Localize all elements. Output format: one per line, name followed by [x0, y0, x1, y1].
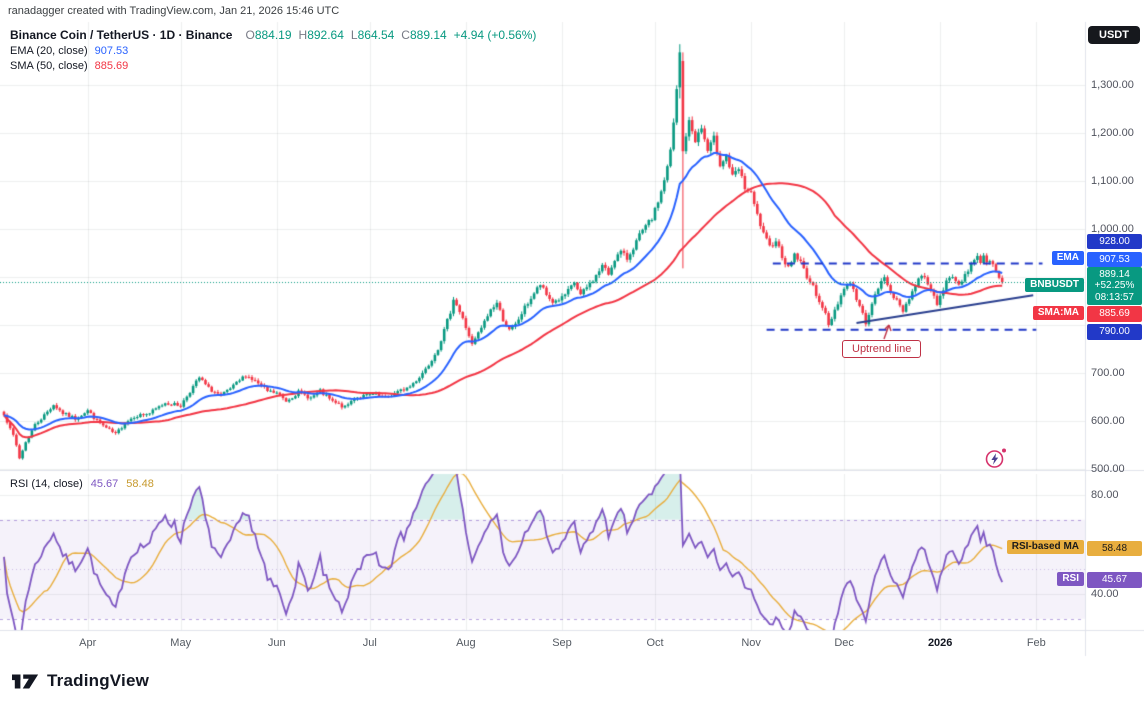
price-tick: 1,200.00 — [1091, 127, 1134, 139]
time-label-Oct: Oct — [646, 637, 664, 649]
rsi-ma-value: 58.48 — [126, 478, 154, 490]
ema-label: EMA (20, close) — [10, 45, 88, 57]
time-label-May: May — [170, 637, 192, 649]
time-label-Nov: Nov — [741, 637, 761, 649]
credit-line: ranadagger created with TradingView.com,… — [8, 5, 340, 17]
rsi-tick: 40.00 — [1091, 588, 1119, 600]
ema-badge-tag: EMA — [1051, 251, 1084, 266]
time-label-Apr: Apr — [79, 637, 97, 649]
close-value: 889.14 — [409, 28, 447, 42]
tradingview-logo-icon — [12, 674, 39, 688]
level-790-badge: 790.00 — [1087, 324, 1142, 340]
time-label-Sep: Sep — [552, 637, 572, 649]
time-label-Aug: Aug — [456, 637, 476, 649]
time-label-2026: 2026 — [927, 637, 953, 649]
flash-icon[interactable] — [984, 446, 1008, 475]
sma-legend: SMA (50, close) 885.69 — [10, 60, 128, 72]
open-label: O — [245, 28, 255, 42]
price-tick: 600.00 — [1091, 415, 1125, 427]
ema-legend: EMA (20, close) 907.53 — [10, 45, 128, 57]
sma-badge-tag: SMA:MA — [1032, 305, 1084, 320]
high-value: 892.64 — [307, 28, 344, 42]
high-label: H — [298, 28, 308, 42]
time-label-Jul: Jul — [362, 637, 377, 649]
change-value: +4.94 (+0.56%) — [453, 28, 537, 42]
low-value: 864.54 — [357, 28, 395, 42]
symbol-legend: Binance Coin / TetherUS · 1D · Binance O8… — [10, 28, 536, 42]
rsi-ma-badge: 58.48 — [1087, 540, 1142, 556]
rsi-tick: 80.00 — [1091, 489, 1119, 501]
rsi-ma-badge-tag: RSI-based MA — [1006, 540, 1084, 555]
price-tick: 1,100.00 — [1091, 175, 1134, 187]
rsi-legend: RSI (14, close) 45.67 58.48 — [10, 478, 154, 490]
tradingview-brand: TradingView — [47, 671, 150, 690]
level-928-badge: 928.00 — [1087, 233, 1142, 250]
price-tick: 1,300.00 — [1091, 79, 1134, 91]
footer: TradingView — [0, 658, 1144, 704]
rsi-badge-tag: RSI — [1057, 571, 1084, 586]
open-value: 884.19 — [254, 28, 292, 42]
symbol-title: Binance Coin / TetherUS · 1D · Binance — [10, 28, 233, 42]
price-tick: 700.00 — [1091, 367, 1125, 379]
rsi-value: 45.67 — [90, 478, 119, 490]
uptrend-callout[interactable]: Uptrend line — [842, 340, 922, 358]
price-tick: 500.00 — [1091, 463, 1125, 475]
ema-badge: 907.53 — [1087, 251, 1142, 268]
sma-badge: 885.69 — [1087, 306, 1142, 322]
currency-unit-button[interactable]: USDT — [1088, 26, 1140, 44]
close-label: C — [401, 28, 410, 42]
rsi-badge: 45.67 — [1087, 572, 1142, 588]
sma-label: SMA (50, close) — [10, 60, 88, 72]
price-tick: 1,000.00 — [1091, 223, 1134, 235]
sma-value: 885.69 — [94, 60, 129, 72]
rsi-label: RSI (14, close) — [10, 478, 83, 490]
last-price-badge-tag: BNBUSDT — [1025, 278, 1084, 293]
low-label: L — [350, 28, 358, 42]
ema-value: 907.53 — [94, 45, 129, 57]
time-label-Feb: Feb — [1026, 637, 1046, 649]
last-price-badge: 889.14 +52.25% 08:13:57 — [1087, 266, 1142, 306]
time-label-Dec: Dec — [834, 637, 854, 649]
time-label-Jun: Jun — [267, 637, 286, 649]
